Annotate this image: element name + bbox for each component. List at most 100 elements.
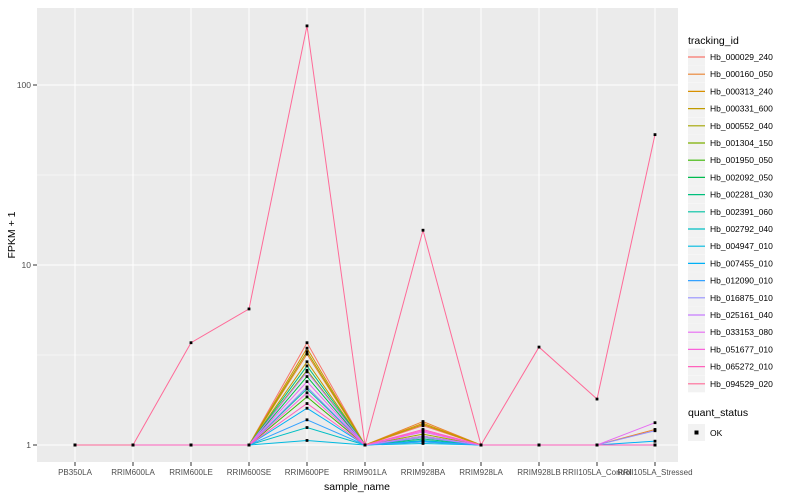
legend-item-label: Hb_002092_050 (710, 172, 773, 182)
legend-item: Hb_001304_150 (688, 134, 773, 152)
legend-quant-title: quant_status (688, 407, 748, 419)
data-point (305, 352, 309, 356)
y-tick-label: 10 (22, 260, 32, 270)
legend-item: Hb_004947_010 (688, 237, 773, 255)
plot-panel (37, 8, 678, 462)
data-point (421, 423, 425, 426)
data-point (189, 341, 193, 345)
legend-item: Hb_016875_010 (688, 289, 773, 307)
data-point (421, 420, 425, 423)
data-point (421, 436, 425, 439)
x-tick-label: RRIM600SE (227, 468, 271, 477)
x-tick-label: RRIM600LA (111, 468, 155, 477)
data-point (421, 437, 425, 441)
x-tick-label: PB350LA (58, 468, 92, 477)
x-tick-label: RRIM928LA (459, 468, 503, 477)
data-point (421, 432, 425, 436)
data-point (305, 364, 309, 368)
legend-item: Hb_000331_600 (688, 100, 773, 118)
legend-item-label: Hb_004947_010 (710, 241, 773, 251)
legend-tracking-title: tracking_id (688, 35, 739, 47)
x-tick-label: RRIM600PE (285, 468, 329, 477)
legend-item-label: Hb_002391_060 (710, 207, 773, 217)
legend-item-label: Hb_000029_240 (710, 52, 773, 62)
data-point (305, 350, 309, 354)
data-point (479, 443, 483, 447)
data-point (421, 440, 425, 444)
y-axis-title: FPKM + 1 (6, 211, 18, 258)
legend-item: Hb_025161_040 (688, 306, 773, 324)
data-point (305, 360, 309, 364)
legend-item: Hb_002092_050 (688, 168, 773, 186)
x-tick-label: RRIM600LE (169, 468, 213, 477)
legend-item-label: Hb_000160_050 (710, 69, 773, 79)
data-point (537, 345, 541, 349)
data-point (305, 24, 309, 28)
legend-item-label: Hb_000313_240 (710, 86, 773, 96)
data-point (305, 380, 309, 384)
legend-item: Hb_000160_050 (688, 65, 773, 83)
legend-item-label: Hb_001950_050 (710, 155, 773, 165)
legend-item: Hb_000313_240 (688, 82, 773, 100)
legend-item-label: Hb_001304_150 (710, 138, 773, 148)
data-point (363, 443, 367, 447)
legend-item-label: Hb_065272_010 (710, 362, 773, 372)
legend-item-label: Hb_033153_080 (710, 327, 773, 337)
data-point (305, 406, 309, 410)
data-point (421, 434, 425, 438)
legend-item: Hb_094529_020 (688, 375, 773, 393)
legend-item-label: Hb_007455_010 (710, 258, 773, 268)
data-point (595, 397, 599, 401)
data-point (421, 228, 425, 232)
legend-tracking-items: Hb_000029_240 Hb_000160_050 Hb_000313_240 H… (688, 48, 773, 393)
data-point (305, 375, 309, 378)
legend-item-label: Hb_051677_010 (710, 344, 773, 354)
data-point (305, 341, 309, 345)
legend-item-label: Hb_002792_040 (710, 224, 773, 234)
data-point (653, 443, 657, 447)
data-point (305, 402, 309, 405)
data-point (131, 443, 135, 447)
data-point (305, 439, 309, 442)
data-point (653, 421, 657, 425)
legend-item-label: OK (710, 428, 723, 438)
data-point (653, 133, 657, 137)
data-point (247, 443, 251, 447)
legend-item-quant-ok: OK (688, 424, 723, 441)
x-tick-label: RRIM928LB (517, 468, 561, 477)
legend-item-label: Hb_094529_020 (710, 379, 773, 389)
x-tick-label: RRIM901LA (343, 468, 387, 477)
legend-item: Hb_002281_030 (688, 186, 773, 204)
data-point (421, 442, 425, 445)
data-point (305, 368, 309, 372)
data-point (247, 307, 251, 311)
data-point (305, 391, 309, 395)
data-point (653, 439, 657, 443)
data-point (305, 387, 309, 391)
legend-item: Hb_001950_050 (688, 151, 773, 169)
legend-item: Hb_012090_010 (688, 272, 773, 290)
data-point (653, 429, 657, 433)
data-point (421, 428, 425, 431)
legend-item-label: Hb_002281_030 (710, 190, 773, 200)
data-point (305, 395, 309, 399)
data-point (537, 443, 541, 447)
data-point (73, 443, 77, 447)
legend-item: Hb_065272_010 (688, 358, 773, 376)
legend-item-label: Hb_016875_010 (710, 293, 773, 303)
legend-item-label: Hb_000331_600 (710, 104, 773, 114)
legend-item: Hb_002391_060 (688, 203, 773, 221)
y-tick-label: 1 (26, 440, 31, 450)
legend-item: Hb_002792_040 (688, 220, 773, 238)
data-point (305, 385, 309, 389)
y-tick-label: 100 (17, 80, 31, 90)
x-axis-title: sample_name (324, 481, 390, 493)
legend-item: Hb_000029_240 (688, 48, 773, 66)
data-point (189, 443, 193, 447)
x-tick-label: RRII105LA_Stressed (617, 468, 692, 477)
legend-item: Hb_007455_010 (688, 254, 773, 272)
x-tick-label: RRIM928BA (401, 468, 446, 477)
data-points (73, 24, 657, 447)
ok-point-icon (694, 430, 699, 435)
